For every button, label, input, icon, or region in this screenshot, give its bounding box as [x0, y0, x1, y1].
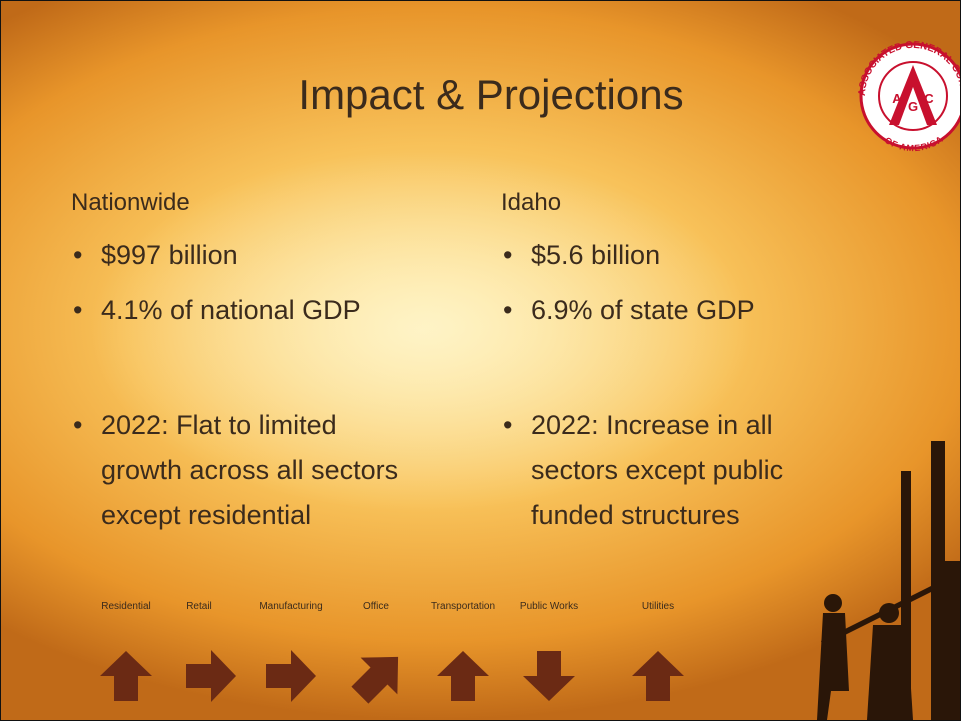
- column-heading: Nationwide: [71, 189, 190, 216]
- sector-label: Utilities: [641, 601, 675, 612]
- arrow-up-right: [351, 656, 399, 704]
- arrow-up: [437, 651, 489, 701]
- sector-arrows: [100, 650, 684, 704]
- sector-label: Public Works: [519, 601, 579, 612]
- bullet: 4.1% of national GDP: [71, 288, 361, 333]
- arrow-right: [266, 650, 316, 702]
- logo-letter: G: [908, 99, 918, 114]
- arrow-up: [632, 651, 684, 701]
- bullet: 6.9% of state GDP: [501, 288, 755, 333]
- column-heading: Idaho: [501, 189, 562, 216]
- bullet: $5.6 billion: [501, 233, 660, 278]
- arrow-up: [100, 651, 152, 701]
- logo-letter: A: [892, 91, 902, 106]
- sector-label: Residential: [101, 601, 151, 612]
- slide-title: Impact & Projections: [298, 71, 684, 118]
- bullet: $997 billion: [71, 233, 238, 278]
- sector-label: Office: [363, 601, 389, 612]
- arrow-down: [523, 651, 575, 701]
- sector-label: Transportation: [430, 601, 496, 612]
- sector-label: Manufacturing: [259, 601, 323, 612]
- logo-letter: C: [924, 91, 934, 106]
- silhouette: [817, 441, 960, 720]
- arrow-right: [186, 650, 236, 702]
- outlook-bullet: 2022: Increase in all sectors except pub…: [501, 403, 841, 538]
- sector-label: Retail: [186, 601, 212, 612]
- outlook-bullet: 2022: Flat to limited growth across all …: [71, 403, 411, 538]
